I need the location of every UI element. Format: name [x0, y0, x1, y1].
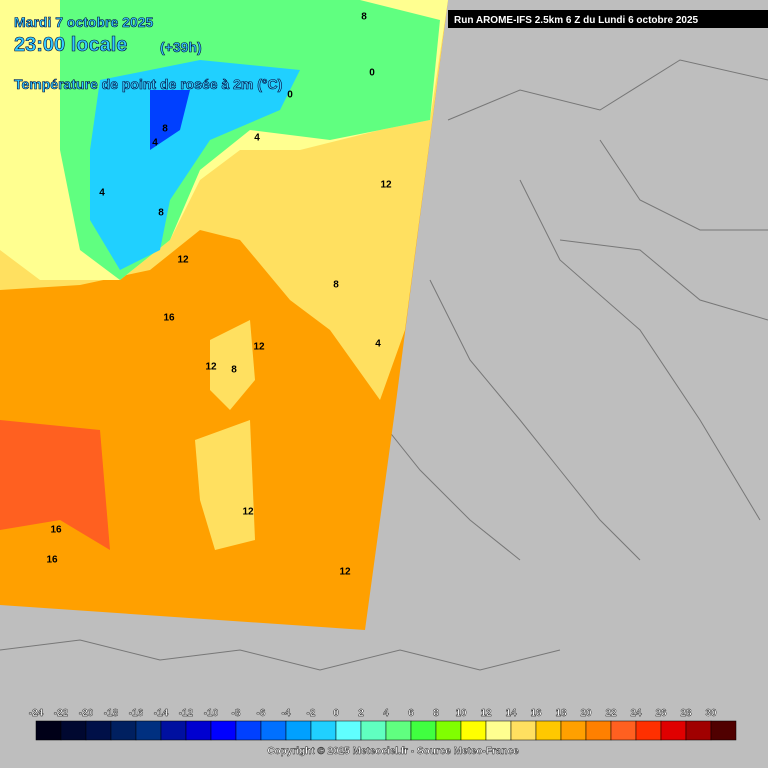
contour-label: 12: [380, 180, 392, 191]
contour-label: 12: [242, 507, 254, 518]
contour-label: 0: [287, 90, 293, 101]
legend-tick-label: -2: [307, 708, 316, 719]
legend-swatch: [310, 720, 337, 741]
legend-swatch: [185, 720, 212, 741]
run-banner: [448, 10, 768, 28]
legend-tick-label: -22: [54, 708, 69, 719]
contour-label: 8: [231, 365, 237, 376]
contour-label: 16: [46, 555, 58, 566]
contour-label: 8: [158, 208, 164, 219]
legend-swatch: [35, 720, 62, 741]
legend-tick-label: 24: [630, 708, 642, 719]
legend-tick-label: -24: [29, 708, 44, 719]
contour-label: 4: [254, 133, 260, 144]
legend-swatch: [335, 720, 362, 741]
legend-tick-label: 2: [358, 708, 364, 719]
contour-label: 4: [375, 339, 381, 350]
legend-swatch: [610, 720, 637, 741]
legend-swatch: [435, 720, 462, 741]
legend-tick-label: -16: [129, 708, 144, 719]
legend-swatch: [660, 720, 687, 741]
legend-tick-label: 20: [580, 708, 592, 719]
contour-label: 16: [163, 313, 175, 324]
legend-tick-label: 22: [605, 708, 617, 719]
legend-tick-label: -18: [104, 708, 119, 719]
contour-label: 12: [253, 342, 265, 353]
contour-label: 8: [361, 12, 367, 23]
legend-swatch: [285, 720, 312, 741]
copyright: Copyright © 2025 Meteociel.fr - Source M…: [267, 746, 519, 757]
contour-label: 12: [205, 362, 217, 373]
legend-swatch: [385, 720, 412, 741]
legend-swatch: [210, 720, 237, 741]
legend-swatch: [85, 720, 112, 741]
legend-swatch: [710, 720, 737, 741]
legend-tick-label: 4: [383, 708, 389, 719]
contour-label: 0: [369, 68, 375, 79]
legend-tick-label: -20: [79, 708, 94, 719]
legend-tick-label: 8: [433, 708, 439, 719]
contour-label: 8: [333, 280, 339, 291]
legend-tick-label: 12: [480, 708, 492, 719]
legend-swatch: [485, 720, 512, 741]
legend-swatch: [110, 720, 137, 741]
legend-swatch: [235, 720, 262, 741]
legend-tick-label: -6: [257, 708, 266, 719]
legend-tick-label: 14: [505, 708, 517, 719]
lead-time: (+39h): [160, 39, 202, 56]
legend-swatch: [635, 720, 662, 741]
legend-swatch: [135, 720, 162, 741]
contour-label: 12: [177, 255, 189, 266]
legend-tick-label: 30: [705, 708, 717, 719]
temperature-field: [0, 0, 448, 630]
legend-swatch: [685, 720, 712, 741]
legend-tick-label: -8: [232, 708, 241, 719]
legend-swatch: [585, 720, 612, 741]
time: 23:00 locale: [14, 34, 128, 57]
legend-swatch: [560, 720, 587, 741]
legend-swatch: [360, 720, 387, 741]
legend-tick-label: -12: [179, 708, 194, 719]
legend-tick-label: -14: [154, 708, 169, 719]
legend-tick-label: 10: [455, 708, 467, 719]
contour-label: 16: [50, 525, 62, 536]
contour-label: 4: [99, 188, 105, 199]
legend-tick-label: 26: [655, 708, 667, 719]
legend-tick-label: -4: [282, 708, 291, 719]
legend-swatch: [535, 720, 562, 741]
legend-swatch: [510, 720, 537, 741]
legend-swatch: [260, 720, 287, 741]
legend-tick-label: 28: [680, 708, 692, 719]
variable: Température de point de rosée à 2m (°C): [14, 76, 283, 93]
date: Mardi 7 octobre 2025: [14, 14, 154, 31]
legend-tick-label: 6: [408, 708, 414, 719]
legend-tick-label: 16: [530, 708, 542, 719]
borders: [0, 59, 768, 671]
legend-swatch: [160, 720, 187, 741]
legend-tick-label: 0: [333, 708, 339, 719]
legend-tick-label: 18: [555, 708, 567, 719]
contour-label: 4: [152, 138, 158, 149]
contour-label: 12: [339, 567, 351, 578]
legend-swatch: [60, 720, 87, 741]
legend-swatch: [410, 720, 437, 741]
run-info: Run AROME-IFS 2.5km 6 Z du Lundi 6 octob…: [454, 15, 699, 26]
legend-swatch: [460, 720, 487, 741]
contour-label: 8: [162, 124, 168, 135]
legend-tick-label: -10: [204, 708, 219, 719]
